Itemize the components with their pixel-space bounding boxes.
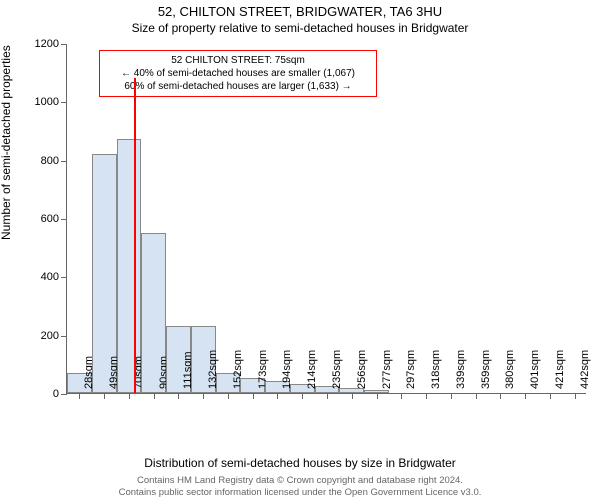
x-tick-label: 277sqm — [381, 350, 393, 389]
chart-plot: 52 CHILTON STREET: 75sqm ← 40% of semi-d… — [66, 44, 586, 394]
x-tick — [178, 393, 179, 399]
x-tick — [129, 393, 130, 399]
x-tick — [525, 393, 526, 399]
page-subtitle: Size of property relative to semi-detach… — [0, 21, 600, 35]
x-tick — [203, 393, 204, 399]
x-tick-label: 214sqm — [306, 350, 318, 389]
x-tick-label: 318sqm — [430, 350, 442, 389]
y-tick — [61, 336, 67, 337]
x-tick — [575, 393, 576, 399]
x-tick — [476, 393, 477, 399]
x-tick — [154, 393, 155, 399]
x-tick — [104, 393, 105, 399]
y-tick-label: 0 — [23, 388, 59, 400]
x-tick-label: 235sqm — [331, 350, 343, 389]
x-tick-label: 421sqm — [554, 350, 566, 389]
histogram-bar — [117, 139, 142, 393]
x-tick — [277, 393, 278, 399]
x-tick — [253, 393, 254, 399]
x-tick — [401, 393, 402, 399]
x-tick-label: 256sqm — [356, 350, 368, 389]
x-tick — [451, 393, 452, 399]
x-tick-label: 442sqm — [579, 350, 591, 389]
x-tick — [500, 393, 501, 399]
page-title: 52, CHILTON STREET, BRIDGWATER, TA6 3HU — [0, 4, 600, 19]
x-tick-label: 194sqm — [281, 350, 293, 389]
y-tick — [61, 44, 67, 45]
x-axis-label: Distribution of semi-detached houses by … — [0, 456, 600, 470]
callout-line1: 52 CHILTON STREET: 75sqm — [106, 54, 370, 67]
marker-line — [134, 78, 136, 393]
x-tick-label: 401sqm — [529, 350, 541, 389]
y-tick — [61, 277, 67, 278]
x-tick — [228, 393, 229, 399]
footer-line2: Contains public sector information licen… — [0, 487, 600, 498]
y-axis-label: Number of semi-detached properties — [0, 45, 13, 240]
y-tick-label: 600 — [23, 213, 59, 225]
footer-line1: Contains HM Land Registry data © Crown c… — [0, 475, 600, 486]
callout-line3: 60% of semi-detached houses are larger (… — [106, 80, 370, 93]
x-tick — [377, 393, 378, 399]
y-tick-label: 200 — [23, 330, 59, 342]
x-tick — [550, 393, 551, 399]
x-tick — [302, 393, 303, 399]
x-tick-label: 359sqm — [480, 350, 492, 389]
x-tick — [327, 393, 328, 399]
y-tick — [61, 161, 67, 162]
x-tick — [352, 393, 353, 399]
callout-line2: ← 40% of semi-detached houses are smalle… — [106, 67, 370, 80]
callout-box: 52 CHILTON STREET: 75sqm ← 40% of semi-d… — [99, 50, 377, 97]
y-tick — [61, 219, 67, 220]
footer-text: Contains HM Land Registry data © Crown c… — [0, 475, 600, 498]
y-tick — [61, 102, 67, 103]
y-tick-label: 800 — [23, 155, 59, 167]
y-tick-label: 1000 — [23, 96, 59, 108]
y-tick-label: 1200 — [23, 38, 59, 50]
x-tick-label: 339sqm — [455, 350, 467, 389]
y-tick-label: 400 — [23, 271, 59, 283]
x-tick — [79, 393, 80, 399]
x-tick — [426, 393, 427, 399]
x-tick-label: 380sqm — [504, 350, 516, 389]
y-tick — [61, 394, 67, 395]
x-tick-label: 297sqm — [405, 350, 417, 389]
